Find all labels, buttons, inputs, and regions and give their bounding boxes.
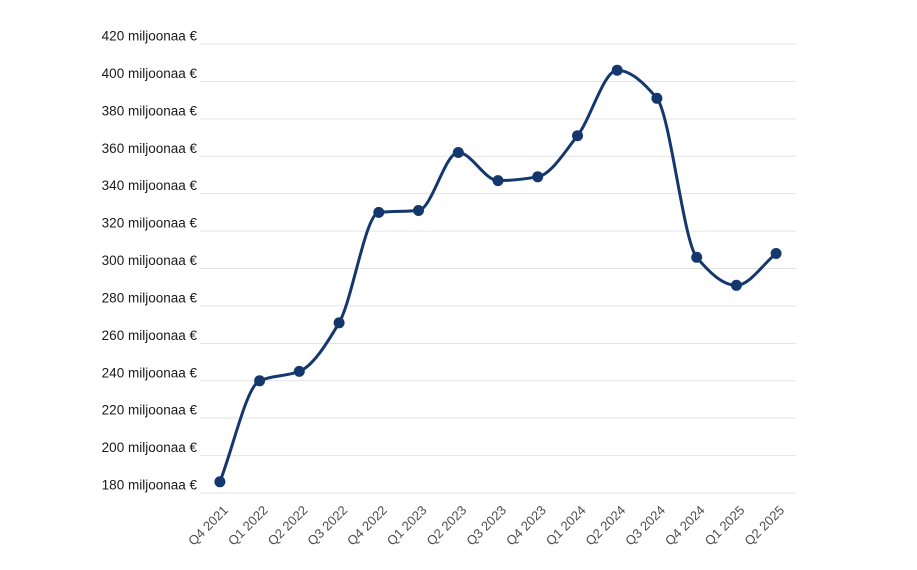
y-tick-label: 400 miljoonaa € [102, 66, 198, 81]
y-tick-label: 240 miljoonaa € [102, 365, 198, 380]
data-point[interactable] [572, 130, 583, 142]
x-tick-label: Q4 2021 [185, 503, 231, 549]
x-tick-label: Q2 2022 [265, 503, 311, 549]
data-point[interactable] [492, 175, 504, 187]
x-tick-label: Q2 2023 [424, 503, 470, 549]
x-tick-label: Q4 2024 [662, 503, 708, 549]
x-tick-label: Q4 2023 [503, 503, 549, 549]
y-tick-label: 360 miljoonaa € [102, 141, 198, 156]
y-tick-label: 300 miljoonaa € [102, 253, 198, 268]
y-tick-label: 340 miljoonaa € [102, 178, 198, 193]
data-point[interactable] [452, 147, 464, 158]
x-tick-label: Q1 2024 [543, 503, 589, 549]
data-point[interactable] [293, 365, 305, 377]
x-tick-label: Q1 2023 [384, 503, 430, 549]
y-tick-label: 220 miljoonaa € [102, 403, 198, 418]
data-point[interactable] [532, 171, 544, 183]
data-point[interactable] [770, 248, 782, 259]
x-tick-label: Q3 2022 [304, 503, 350, 549]
data-point[interactable] [254, 375, 266, 387]
y-tick-label: 420 miljoonaa € [102, 29, 198, 44]
x-tick-label: Q4 2022 [344, 503, 390, 549]
y-tick-label: 260 miljoonaa € [102, 328, 198, 343]
data-point[interactable] [691, 251, 703, 263]
series-line [218, 68, 778, 484]
y-tick-label: 380 miljoonaa € [102, 103, 198, 118]
data-point[interactable] [373, 206, 385, 218]
y-tick-label: 280 miljoonaa € [102, 290, 198, 305]
x-tick-label: Q2 2025 [741, 503, 787, 549]
x-tick-label: Q3 2023 [463, 503, 509, 549]
x-tick-label: Q2 2024 [582, 503, 628, 549]
x-tick-label: Q3 2024 [622, 503, 668, 549]
data-point[interactable] [413, 205, 424, 216]
x-tick-label: Q1 2025 [702, 503, 748, 549]
y-tick-label: 320 miljoonaa € [102, 216, 198, 231]
y-tick-label: 180 miljoonaa € [102, 478, 198, 493]
data-point[interactable] [214, 476, 226, 488]
data-point[interactable] [611, 64, 623, 76]
y-tick-label: 200 miljoonaa € [102, 440, 198, 455]
data-point[interactable] [651, 92, 663, 104]
data-point[interactable] [730, 279, 742, 291]
x-tick-label: Q1 2022 [225, 503, 271, 549]
data-point[interactable] [333, 317, 345, 329]
